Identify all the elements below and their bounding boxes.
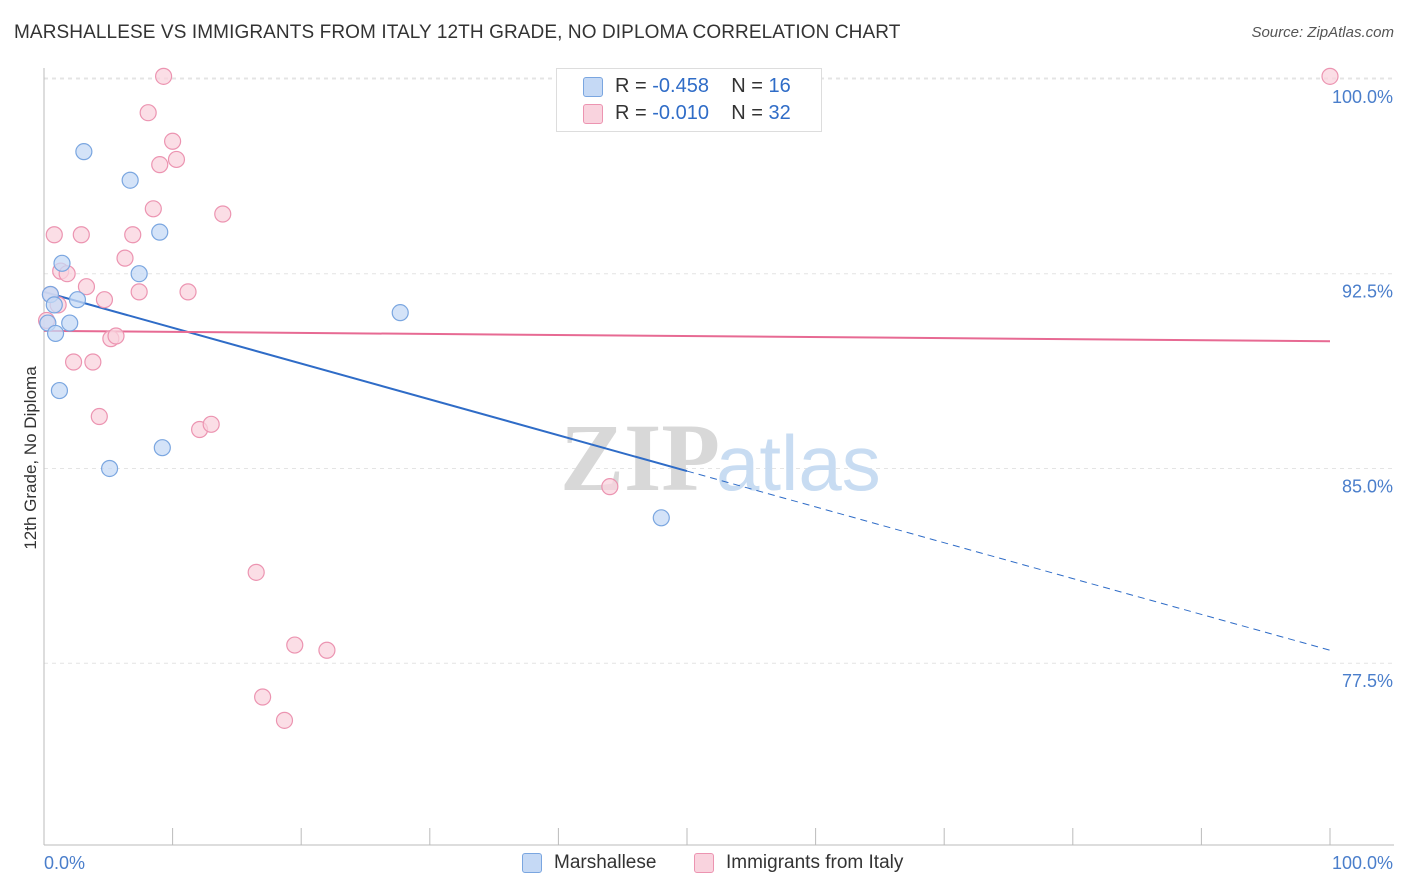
marshallese-point — [391, 304, 409, 322]
n-value: 32 — [768, 102, 791, 124]
marshallese-point — [151, 223, 169, 241]
italy-point — [90, 407, 108, 426]
trend-line-solid — [43, 290, 688, 473]
legend-label: Marshallese — [554, 852, 657, 873]
italy-point — [124, 226, 142, 244]
x-tick-label: 100.0% — [1332, 853, 1393, 873]
y-tick-label: 100.0% — [1332, 87, 1393, 107]
axes — [43, 68, 1394, 846]
marshallese-point — [46, 324, 65, 343]
watermark-atlas: atlas — [716, 419, 881, 507]
italy-point — [167, 150, 186, 169]
marshallese-point — [130, 265, 148, 283]
italy-point — [286, 636, 304, 654]
marshallese-point — [45, 296, 63, 314]
italy-point — [107, 327, 125, 345]
italy-point — [1321, 67, 1339, 85]
watermark: ZIP atlas — [560, 404, 881, 511]
source-label: Source: ZipAtlas.com — [1251, 24, 1394, 41]
italy-point — [84, 353, 102, 371]
marshallese-point — [652, 509, 670, 527]
legend-label: Immigrants from Italy — [726, 852, 904, 873]
trend-line-solid — [43, 329, 1331, 343]
marshallese-point — [53, 254, 71, 272]
marshallese-point — [121, 171, 139, 189]
marshallese-swatch — [583, 77, 603, 97]
italy-point — [154, 67, 173, 85]
italy-point — [318, 641, 336, 659]
x-tick-label: 0.0% — [44, 853, 85, 873]
italy-point — [144, 200, 162, 218]
r-value: -0.010 — [652, 102, 709, 124]
italy-point — [601, 478, 619, 496]
y-tick-label: 92.5% — [1342, 282, 1393, 302]
italy-point — [116, 249, 134, 267]
trend-line-dashed — [686, 470, 1331, 651]
italy-point — [247, 563, 265, 581]
italy-point — [139, 104, 157, 122]
marshallese-point — [75, 143, 93, 161]
marshallese-point — [50, 381, 69, 400]
italy-point — [275, 711, 294, 729]
marshallese-point — [68, 291, 87, 309]
r-label: R = — [615, 75, 647, 97]
italy-swatch — [694, 853, 714, 873]
n-label: N = — [731, 75, 763, 97]
gridlines — [44, 77, 1394, 664]
italy-point — [95, 291, 114, 309]
marshallese-point — [61, 314, 79, 332]
n-label: N = — [731, 102, 763, 124]
italy-point — [77, 278, 96, 296]
chart-title: MARSHALLESE VS IMMIGRANTS FROM ITALY 12T… — [14, 22, 901, 43]
italy-point — [130, 283, 148, 301]
italy-point — [179, 283, 197, 301]
y-tick-label: 85.0% — [1342, 476, 1393, 496]
italy-swatch — [583, 104, 603, 124]
italy-point — [164, 132, 182, 150]
r-value: -0.458 — [652, 75, 709, 97]
data-points — [37, 67, 1339, 729]
tick-labels: 77.5% 85.0% 92.5% 100.0% 0.0% 100.0% — [44, 87, 1393, 873]
italy-point — [151, 156, 169, 174]
marshallese-point — [153, 439, 171, 457]
italy-point — [254, 688, 272, 706]
italy-point — [214, 205, 232, 223]
italy-point — [45, 226, 63, 244]
marshallese-swatch — [522, 853, 542, 873]
r-label: R = — [615, 102, 647, 124]
italy-point — [72, 226, 90, 244]
italy-point — [202, 415, 220, 433]
n-value: 16 — [768, 75, 791, 97]
stats-legend: R = -0.458 N = 16 R = -0.010 N = 32 — [556, 68, 822, 132]
marshallese-point — [100, 459, 119, 478]
y-axis-label: 12th Grade, No Diploma — [21, 366, 40, 550]
trend-lines — [43, 290, 1331, 651]
italy-point — [64, 353, 83, 371]
y-tick-label: 77.5% — [1342, 671, 1393, 691]
